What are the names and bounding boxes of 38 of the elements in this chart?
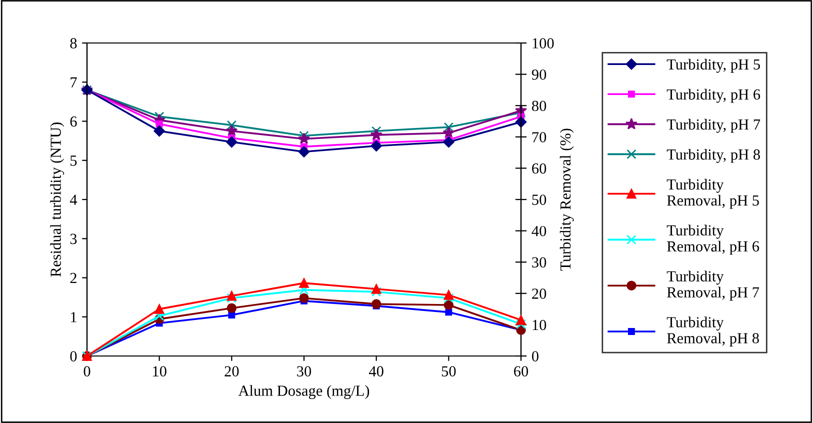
y-tick-label: 4: [70, 194, 78, 205]
y2-tick-label: 70: [532, 132, 546, 142]
y2-tick-label: 60: [532, 163, 546, 174]
y-tick-label: 1: [70, 312, 76, 322]
legend-label: Turbidity Removal, pH 5: [666, 178, 759, 209]
y-tick-label: 8: [70, 38, 77, 48]
legend-label: Turbidity Removal, pH 6: [666, 224, 760, 255]
y-tick-label: 5: [70, 156, 77, 166]
y-tick-label: 3: [70, 234, 77, 244]
y-tick-label: 6: [70, 116, 77, 127]
y-tick-label: 2: [70, 272, 76, 284]
y-tick-label: 0: [70, 351, 77, 362]
x-tick-label: 50: [442, 366, 456, 376]
y2-tick-label: 100: [532, 38, 554, 48]
x-axis-title: Alum Dosage (mg/L): [238, 385, 370, 400]
legend-label: Turbidity, pH 6: [666, 88, 760, 103]
legend-label: Turbidity, pH 7: [666, 118, 760, 133]
x-tick-label: 30: [297, 366, 312, 376]
legend-label: Turbidity Removal, pH 7: [666, 270, 760, 301]
y-tick-label: 7: [70, 77, 77, 88]
legend-label: Turbidity, pH 5: [666, 58, 760, 73]
x-tick-label: 20: [224, 366, 239, 376]
x-tick-label: 40: [368, 366, 384, 376]
x-tick-label: 10: [153, 366, 166, 376]
y2-axis-title: Turbidity Removal (%): [560, 128, 574, 271]
y2-tick-label: 20: [532, 288, 546, 299]
y-axis-title: Residual turbidity (NTU): [50, 122, 64, 277]
y2-tick-label: 0: [532, 351, 538, 362]
legend-label: Turbidity Removal, pH 8: [666, 316, 759, 347]
legend-label: Turbidity, pH 8: [666, 148, 760, 163]
x-tick-label: 60: [514, 366, 528, 376]
y2-tick-label: 50: [532, 194, 546, 205]
y2-tick-label: 80: [532, 100, 546, 112]
x-tick-label: 0: [84, 366, 90, 376]
y2-tick-label: 40: [532, 226, 546, 236]
y2-tick-label: 30: [532, 257, 546, 268]
y2-tick-label: 10: [532, 320, 546, 330]
y2-tick-label: 90: [532, 69, 546, 80]
